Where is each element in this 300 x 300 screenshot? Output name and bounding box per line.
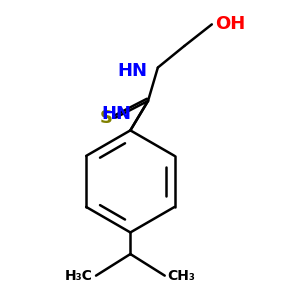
Text: HN: HN	[101, 105, 131, 123]
Text: HN: HN	[117, 62, 147, 80]
Text: S: S	[100, 109, 113, 127]
Text: OH: OH	[215, 15, 245, 33]
Text: CH₃: CH₃	[168, 268, 196, 283]
Text: H₃C: H₃C	[65, 268, 93, 283]
